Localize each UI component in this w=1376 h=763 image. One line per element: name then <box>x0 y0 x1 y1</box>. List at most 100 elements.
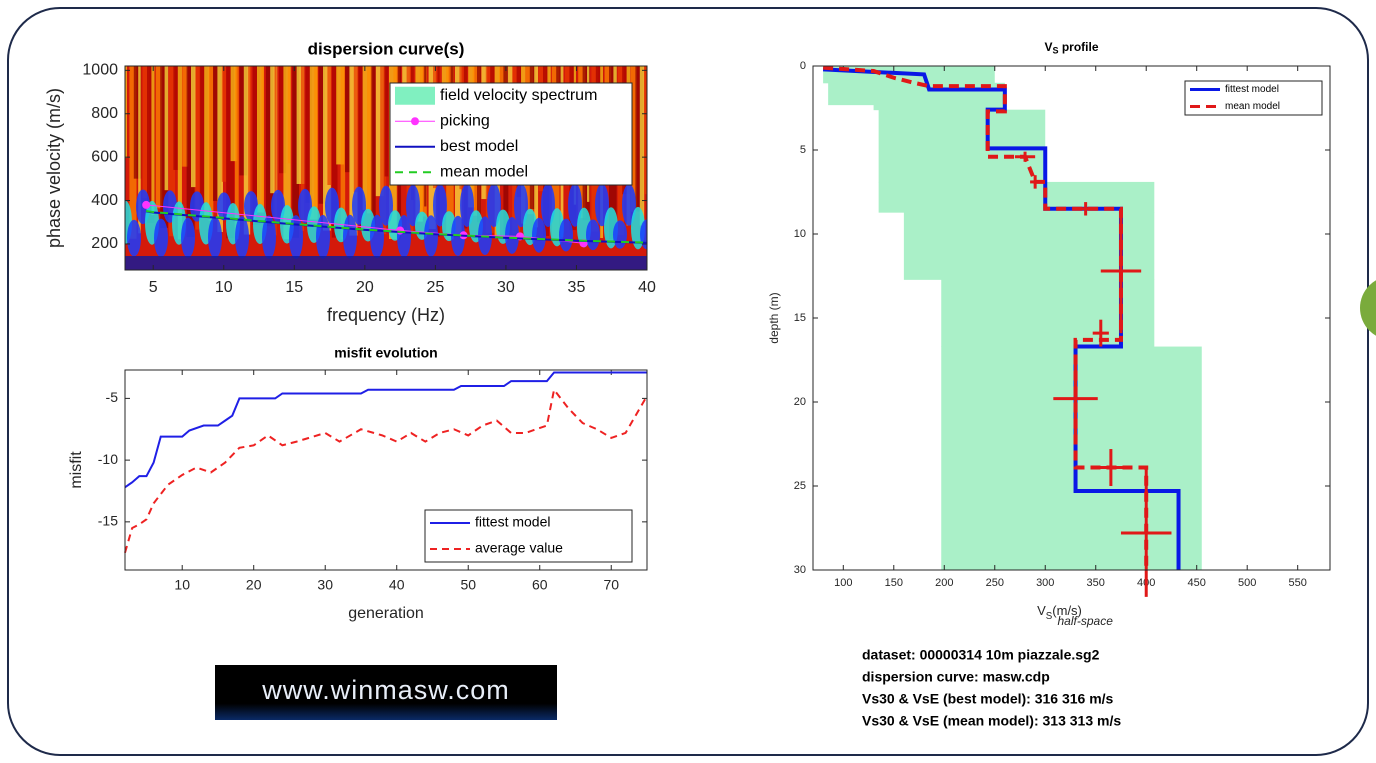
spectrum-cell <box>154 218 168 258</box>
chart-title: misfit evolution <box>334 345 437 361</box>
spectrum-cell <box>384 66 389 177</box>
annotation: Vs30 & VsE (best model): 316 316 m/s <box>862 691 1114 707</box>
legend-box <box>1184 80 1323 116</box>
chart-title: dispersion curve(s) <box>308 39 465 58</box>
x-tick-label: 5 <box>149 279 158 296</box>
spectrum-cell <box>151 66 155 215</box>
spectrum-cell <box>345 66 351 173</box>
text-part: S <box>1052 46 1058 56</box>
plot-frame <box>124 369 648 571</box>
x-tick-label: 100 <box>834 577 852 589</box>
legend-label: field velocity spectrum <box>440 87 597 104</box>
legend-label: mean model <box>440 163 528 180</box>
y-tick-label: 5 <box>800 144 806 156</box>
text-part: profile <box>1059 40 1099 54</box>
spectrum-cell <box>257 66 264 213</box>
y-tick-label: 25 <box>794 480 806 492</box>
spectrum-cell <box>208 66 214 221</box>
x-tick-label: 450 <box>1188 577 1206 589</box>
y-tick-label: 400 <box>91 192 118 209</box>
spectrum-cell <box>265 66 274 227</box>
legend-label: fittest model <box>475 514 550 530</box>
range-band <box>873 104 1005 111</box>
spectrum-cell <box>379 185 393 226</box>
legend-label: picking <box>440 112 490 129</box>
spectrum-cell <box>262 215 276 259</box>
spectrum-cell <box>173 66 182 170</box>
spectrum-cell <box>199 66 208 206</box>
spectrum-cell <box>460 183 474 227</box>
spectrum-cell <box>505 217 519 254</box>
spectrum-cell <box>182 66 188 167</box>
spectrum-cell <box>370 214 384 259</box>
spectrum-cell <box>424 215 438 257</box>
spectrum-cell <box>133 66 142 179</box>
x-tick-label: 20 <box>246 577 262 593</box>
spectrum-cell <box>226 66 235 239</box>
x-tick-label: 70 <box>603 577 619 593</box>
spectrum-cell <box>217 66 223 233</box>
x-tick-label: 60 <box>532 577 548 593</box>
spectrum-cell <box>169 66 176 237</box>
spectrum-cell <box>532 217 546 253</box>
spectrum-cell <box>230 66 237 162</box>
y-axis-label: misfit <box>68 451 85 489</box>
legend-label: mean model <box>1225 101 1280 112</box>
spectrum-cell <box>213 66 221 201</box>
y-tick-label: -15 <box>98 513 118 529</box>
spectrum-cell <box>323 66 331 231</box>
plot-frame <box>812 65 1331 571</box>
spectrum-cell <box>287 66 291 164</box>
spectrum-cell <box>138 66 141 234</box>
spectrum-cell <box>305 66 312 203</box>
marker <box>396 226 405 235</box>
x-tick-label: 300 <box>1036 577 1054 589</box>
x-tick-label: 15 <box>285 279 303 296</box>
spectrum-cell <box>186 66 195 238</box>
spectrum-cell <box>349 66 358 236</box>
spectrum-cell <box>164 66 169 191</box>
x-tick-label: 30 <box>497 279 515 296</box>
spectrum-cell <box>283 66 291 240</box>
spectrum-cell <box>649 185 663 225</box>
annotation: dispersion curve: masw.cdp <box>862 669 1050 685</box>
x-tick-label: 40 <box>389 577 405 593</box>
legend-label: fittest model <box>1225 84 1279 95</box>
legend-box <box>424 509 633 563</box>
spectrum-cell <box>147 66 155 223</box>
spectrum-cell <box>235 216 249 259</box>
spectrum-cell <box>331 66 338 238</box>
spectrum-cell <box>125 256 647 270</box>
text-part: V <box>1044 40 1052 54</box>
spectrum-cell <box>204 66 210 218</box>
frame <box>7 7 1369 756</box>
spectrum-cell <box>353 66 359 193</box>
spectrum-cell <box>644 66 647 195</box>
spectrum-cell <box>343 214 357 259</box>
spectrum-cell <box>155 66 163 209</box>
spectrum-cell <box>239 66 248 176</box>
series-line <box>124 387 648 553</box>
spectrum-cell <box>433 184 447 227</box>
annotation: dataset: 00000314 10m piazzale.sg2 <box>862 647 1100 663</box>
spectrum-cell <box>301 66 305 232</box>
spectrum-cell <box>235 66 239 240</box>
legend-swatch <box>395 86 435 105</box>
text-part: V <box>1037 603 1046 618</box>
plot-frame <box>124 65 648 271</box>
spectrum-cell <box>327 66 332 185</box>
spectrum-cell <box>367 66 373 214</box>
spectrum-cell <box>309 66 318 220</box>
spectrum-cell <box>358 66 363 227</box>
annotation: Vs30 & VsE (mean model): 313 313 m/s <box>862 713 1121 729</box>
spectrum-cell <box>160 66 168 228</box>
spectrum-cell <box>261 66 265 211</box>
spectrum-cell <box>177 66 182 240</box>
spectrum-cell <box>362 66 371 210</box>
marker <box>142 200 151 209</box>
range-band <box>903 212 1155 280</box>
spectrum-cell <box>316 214 330 259</box>
x-tick-label: 30 <box>317 577 333 593</box>
spectrum-cell <box>127 219 141 257</box>
